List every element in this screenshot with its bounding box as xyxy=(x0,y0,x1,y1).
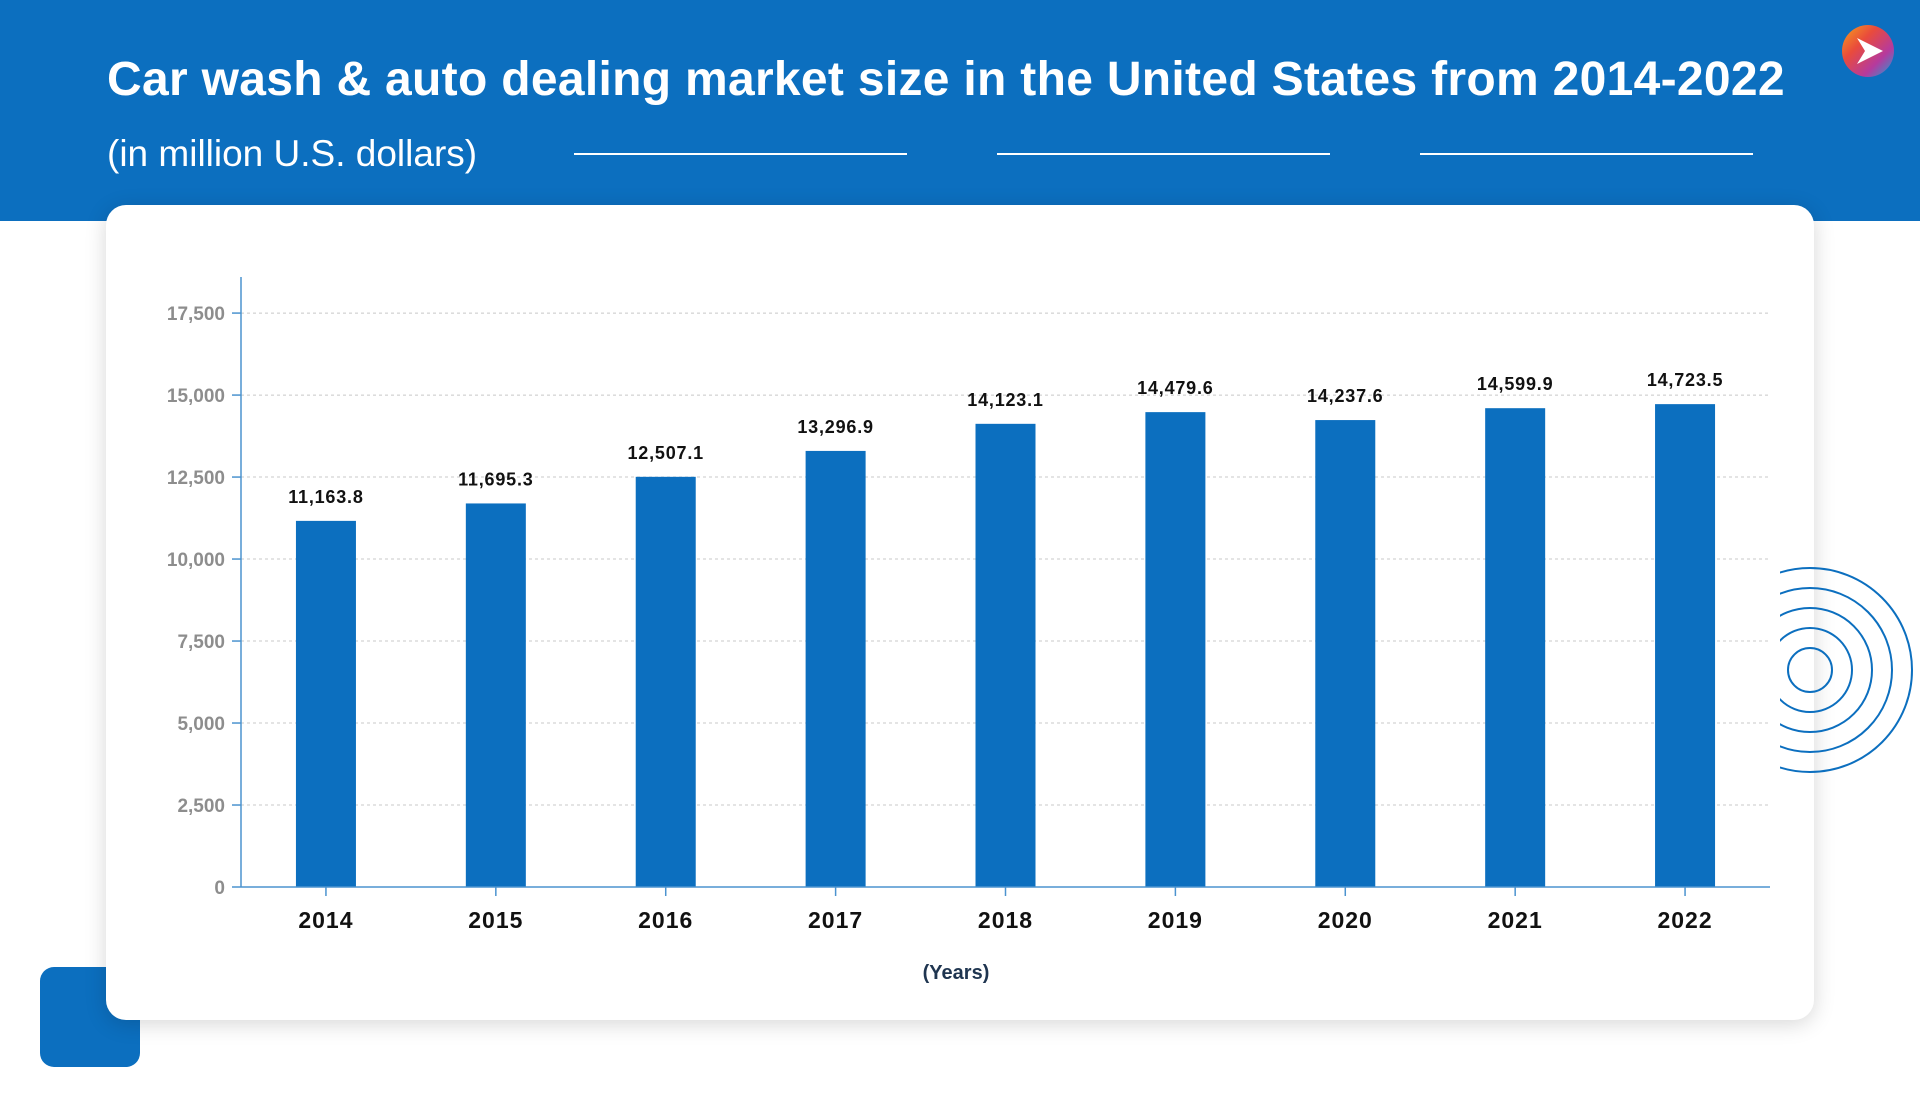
decorative-line xyxy=(574,153,907,155)
chart-card xyxy=(106,205,1814,1020)
chart-subtitle: (in million U.S. dollars) xyxy=(107,133,478,174)
header-banner: Car wash & auto dealing market size in t… xyxy=(0,0,1920,221)
concentric-arcs-decoration xyxy=(1780,567,1913,773)
decorative-line xyxy=(1420,153,1753,155)
play-arrow-logo-icon xyxy=(1842,25,1894,77)
decorative-line xyxy=(997,153,1330,155)
chart-title: Car wash & auto dealing market size in t… xyxy=(107,53,1785,106)
